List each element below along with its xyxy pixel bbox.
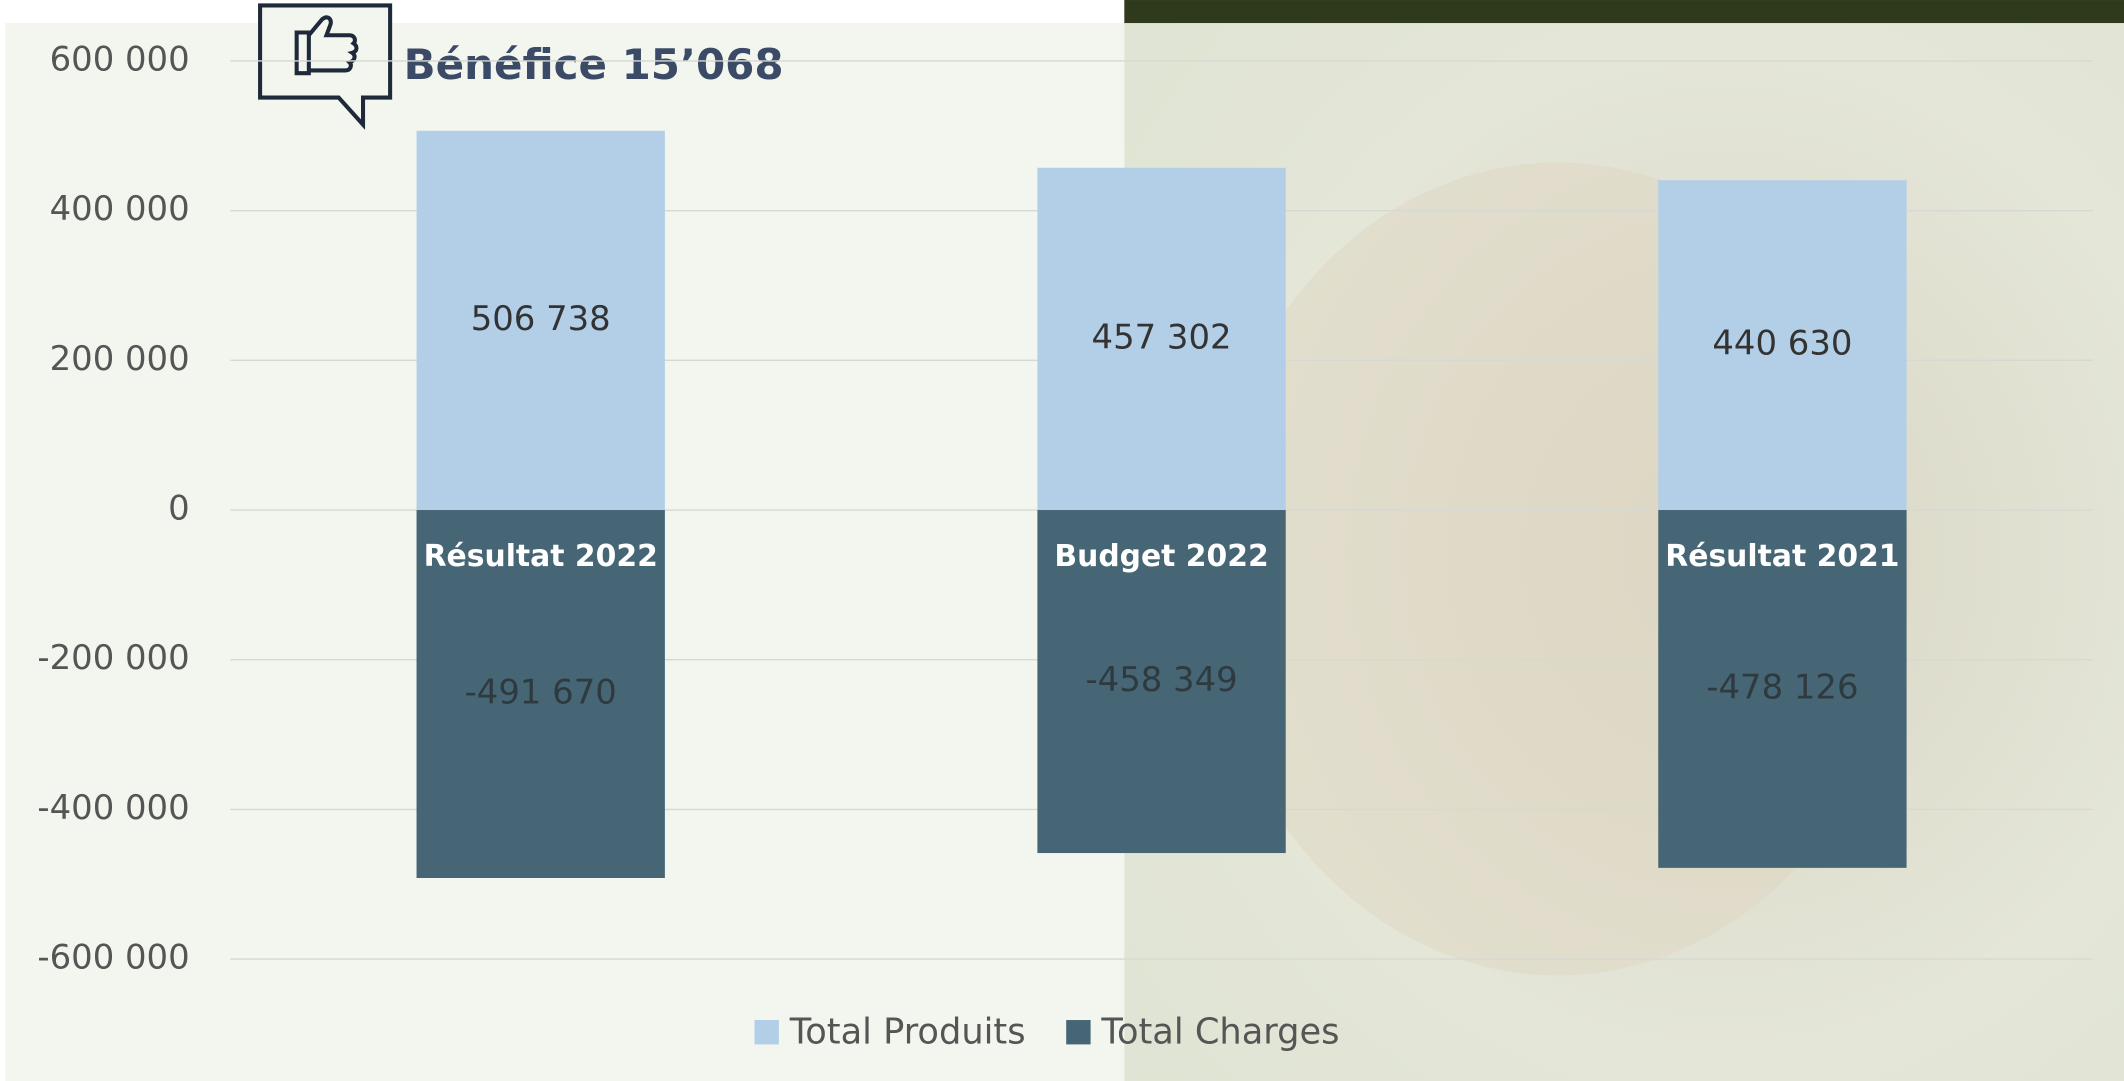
photo-strip bbox=[1124, 0, 2124, 24]
category-label: Budget 2022 bbox=[1054, 539, 1268, 574]
value-label: 440 630 bbox=[1712, 324, 1852, 363]
value-label: 506 738 bbox=[471, 299, 611, 338]
chart-title: Bénéfice 15’068 bbox=[404, 40, 784, 89]
y-tick-label: -600 000 bbox=[37, 938, 189, 977]
value-label: 457 302 bbox=[1092, 317, 1232, 356]
legend-label: Total Produits bbox=[789, 1012, 1026, 1053]
y-tick-label: 600 000 bbox=[50, 39, 190, 78]
chart: Bénéfice 15’068 -600 000 -400 000 -200 000… bbox=[0, 0, 2124, 1081]
legend-swatch bbox=[1066, 1020, 1090, 1044]
legend-label: Total Charges bbox=[1100, 1012, 1339, 1053]
y-tick-label: 0 bbox=[168, 489, 190, 528]
legend-swatch bbox=[755, 1020, 779, 1044]
y-tick-label: -200 000 bbox=[37, 638, 189, 677]
value-label: -478 126 bbox=[1706, 667, 1858, 706]
y-tick-label: -400 000 bbox=[37, 788, 189, 827]
value-label: -458 349 bbox=[1085, 660, 1237, 699]
value-label: -491 670 bbox=[465, 673, 617, 712]
y-tick-label: 200 000 bbox=[50, 339, 190, 378]
category-label: Résultat 2022 bbox=[424, 539, 658, 574]
y-tick-label: 400 000 bbox=[50, 189, 190, 228]
category-label: Résultat 2021 bbox=[1665, 539, 1899, 574]
